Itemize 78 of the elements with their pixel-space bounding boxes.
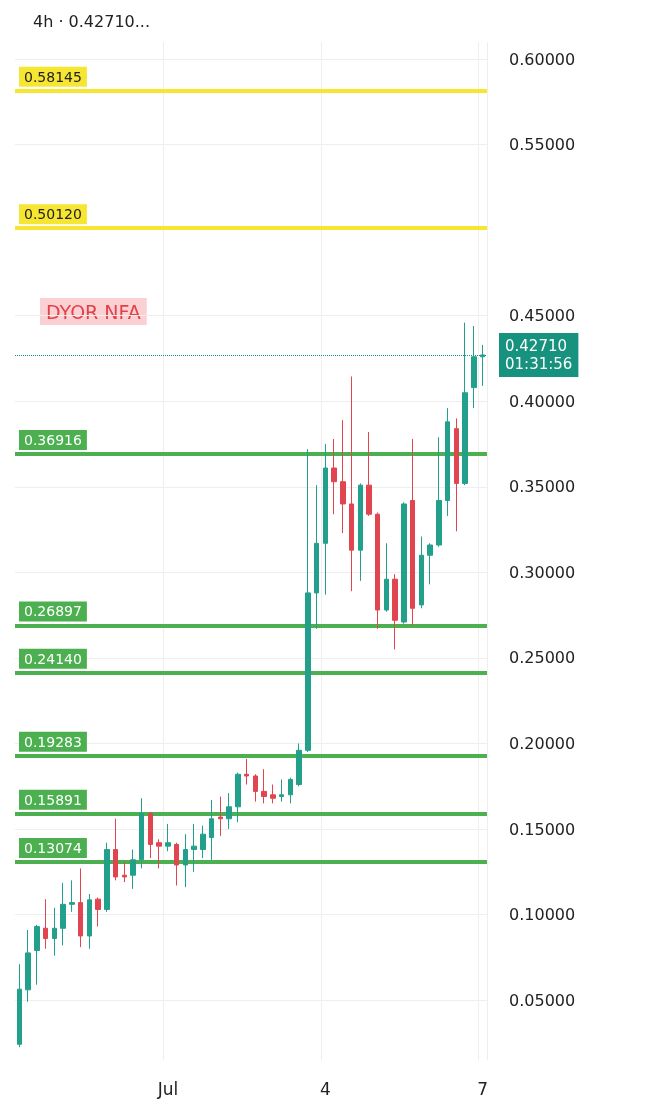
y-tick-label: 0.20000 <box>509 733 576 753</box>
ref-line-label: 0.26897 <box>24 603 82 620</box>
x-tick-label: Jul <box>156 1078 179 1099</box>
candlestick <box>358 482 363 582</box>
y-tick-label: 0.05000 <box>509 990 576 1010</box>
candlestick <box>209 799 214 861</box>
x-tick-label: 4 <box>319 1078 331 1099</box>
candlestick <box>174 842 179 886</box>
candlestick <box>288 777 293 804</box>
candlestick <box>454 417 459 532</box>
candlestick <box>148 811 153 859</box>
candlestick <box>235 772 241 823</box>
candlestick <box>480 344 485 387</box>
candlestick <box>156 838 162 869</box>
candlestick <box>78 867 83 948</box>
candlestick <box>410 438 415 626</box>
y-tick-label: 0.15000 <box>509 819 576 839</box>
candlestick <box>130 849 136 890</box>
candlestick <box>436 436 442 548</box>
candlestick <box>384 542 389 613</box>
y-tick-label: 0.55000 <box>509 135 576 155</box>
y-tick-label: 0.40000 <box>509 391 576 411</box>
y-tick-label: 0.35000 <box>509 477 576 497</box>
ref-line-label: 0.36916 <box>24 432 82 449</box>
candlestick <box>296 742 302 787</box>
candlestick <box>95 896 101 928</box>
candlestick <box>427 542 433 585</box>
ref-line-label: 0.13074 <box>24 839 82 856</box>
ref-line-label: 0.50120 <box>24 206 82 223</box>
candlestick <box>139 797 144 869</box>
candlestick <box>244 758 249 786</box>
candlestick <box>445 407 450 517</box>
candlestick <box>60 882 66 946</box>
ref-line-label: 0.15891 <box>24 791 82 808</box>
candlestick <box>113 818 118 881</box>
y-tick-label: 0.45000 <box>509 306 576 326</box>
candlestick <box>200 825 206 859</box>
candlestick <box>253 773 258 803</box>
candlestick <box>261 768 267 804</box>
candlestick <box>331 438 337 515</box>
ref-line-label: 0.24140 <box>24 650 82 667</box>
candlestick <box>69 879 75 913</box>
x-tick-label: 7 <box>477 1078 489 1099</box>
candlestick <box>270 784 276 804</box>
ref-line-label: 0.58145 <box>24 68 82 85</box>
candlestick <box>122 861 127 883</box>
candlestick <box>392 573 398 650</box>
candlestick <box>191 823 197 873</box>
candlestick <box>52 907 57 957</box>
candlestick <box>401 501 407 625</box>
candlestick <box>34 924 40 986</box>
candlestick <box>340 419 346 534</box>
candlestick <box>87 893 92 950</box>
candlestick <box>471 325 477 409</box>
chart-title: 4h · 0.42710... <box>33 11 150 31</box>
y-tick-label: 0.10000 <box>509 905 576 925</box>
candlestick <box>323 443 328 596</box>
y-tick-label: 0.25000 <box>509 648 576 668</box>
y-tick-label: 0.60000 <box>509 49 576 69</box>
candlestick <box>218 796 223 837</box>
candlestick <box>25 929 31 1003</box>
candlestick <box>104 842 110 913</box>
candlestick <box>279 778 284 803</box>
candlestick <box>183 833 188 888</box>
ref-line-label: 0.42710 01:31:56 <box>505 336 573 373</box>
candlestick <box>349 375 354 592</box>
candlestick <box>375 512 380 630</box>
candlestick <box>165 823 171 852</box>
candlestick <box>226 792 232 830</box>
ref-line-label: 0.19283 <box>24 733 82 750</box>
y-tick-label: 0.30000 <box>509 562 576 582</box>
candlestick <box>43 898 48 950</box>
candlestick <box>419 535 424 609</box>
candlestick <box>305 448 311 753</box>
candlestick <box>462 322 468 486</box>
candlestick <box>17 963 22 1048</box>
candlestick <box>366 431 372 517</box>
candlestick <box>314 484 319 630</box>
